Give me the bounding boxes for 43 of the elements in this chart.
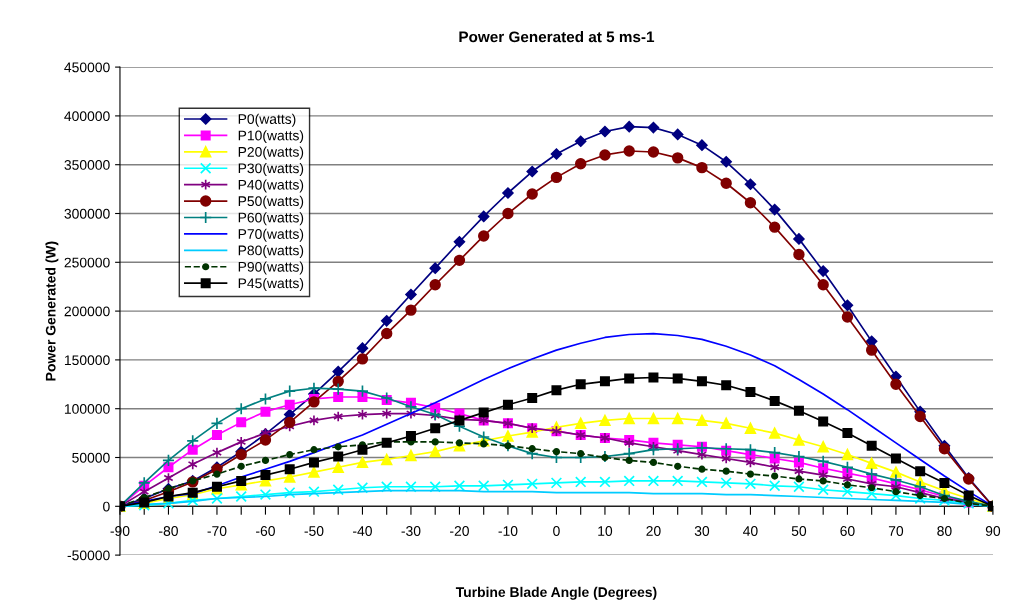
x-tick-label: -20 <box>450 526 469 536</box>
x-tick-label: -60 <box>256 526 275 536</box>
x-tick-label: 80 <box>937 526 952 536</box>
y-tick-label: 200000 <box>64 306 110 317</box>
legend-label: P70(watts) <box>238 228 304 242</box>
y-tick-label: 150000 <box>64 355 110 366</box>
legend-label: P10(watts) <box>238 130 304 144</box>
y-tick-label: 250000 <box>64 257 110 268</box>
x-tick-label: -80 <box>159 526 178 536</box>
legend-label: P45(watts) <box>238 277 304 291</box>
legend-label: P80(watts) <box>238 245 304 259</box>
x-tick-label: 50 <box>791 526 807 536</box>
x-tick-label: -10 <box>498 526 518 536</box>
x-tick-label: 70 <box>888 526 904 536</box>
x-tick-label: -70 <box>207 526 227 536</box>
legend-label: P20(watts) <box>238 146 304 160</box>
x-tick-label: 40 <box>743 526 758 536</box>
y-tick-label: 400000 <box>64 111 110 122</box>
y-tick-label: -50000 <box>67 550 110 561</box>
legend-label: P60(watts) <box>238 212 304 226</box>
legend-label: P50(watts) <box>238 195 304 209</box>
legend-label: P40(watts) <box>238 179 304 193</box>
x-tick-label: 30 <box>694 526 710 536</box>
x-tick-label: 90 <box>985 526 1001 536</box>
x-tick-label: 0 <box>553 526 560 536</box>
x-tick-label: -30 <box>401 526 421 536</box>
y-tick-label: 350000 <box>64 160 110 170</box>
y-tick-label: 450000 <box>64 62 110 73</box>
y-tick-label: 100000 <box>64 404 110 414</box>
x-tick-label: 20 <box>646 526 661 536</box>
legend-label: P0(watts) <box>238 113 296 127</box>
x-tick-label: -50 <box>304 526 324 536</box>
y-tick-label: 50000 <box>72 452 110 463</box>
x-axis-title: Turbine Blade Angle (Degrees) <box>455 586 657 600</box>
x-tick-label: -40 <box>353 526 372 536</box>
y-tick-label: 0 <box>103 501 110 512</box>
x-tick-label: 10 <box>598 526 613 536</box>
legend-label: P30(watts) <box>238 163 304 176</box>
x-tick-label: 60 <box>840 526 855 536</box>
y-axis-title: Power Generated (W) <box>45 241 59 381</box>
y-tick-label: 300000 <box>64 208 110 219</box>
legend-label: P90(watts) <box>238 261 304 275</box>
chart-title: Power Generated at 5 ms-1 <box>459 31 655 43</box>
